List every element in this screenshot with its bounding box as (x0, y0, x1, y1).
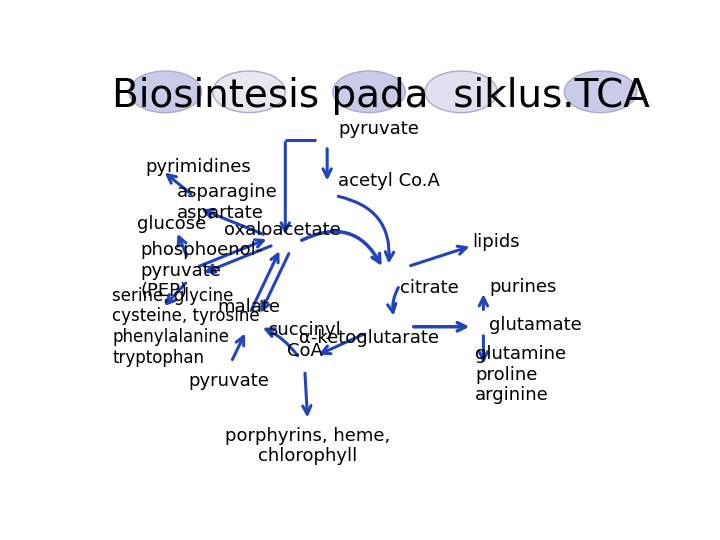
Text: glutamine
proline
arginine: glutamine proline arginine (475, 345, 566, 404)
Text: glucose: glucose (138, 214, 207, 233)
Ellipse shape (564, 71, 636, 113)
Text: pyrimidines: pyrimidines (145, 158, 251, 176)
Text: pyruvate: pyruvate (188, 373, 269, 390)
Text: porphyrins, heme,
chlorophyll: porphyrins, heme, chlorophyll (225, 427, 390, 465)
Text: purines: purines (489, 278, 557, 296)
Text: serine, glycine
cysteine, tyrosine
phenylalanine
tryptophan: serine, glycine cysteine, tyrosine pheny… (112, 287, 260, 367)
Ellipse shape (333, 71, 405, 113)
Text: oxaloacetate: oxaloacetate (224, 221, 341, 239)
Text: Biosintesis pada  siklus.TCA: Biosintesis pada siklus.TCA (112, 77, 650, 115)
Text: asparagine
aspartate: asparagine aspartate (176, 184, 277, 222)
Ellipse shape (129, 71, 202, 113)
Text: citrate: citrate (400, 279, 459, 297)
Text: pyruvate: pyruvate (338, 119, 419, 138)
Text: glutamate: glutamate (489, 316, 582, 334)
Ellipse shape (425, 71, 498, 113)
Text: acetyl Co.A: acetyl Co.A (338, 172, 440, 190)
Text: α-ketoglutarate: α-ketoglutarate (299, 329, 439, 347)
Text: phosphoenol-
pyruvate
(PEP): phosphoenol- pyruvate (PEP) (140, 241, 263, 300)
Text: malate: malate (217, 299, 281, 316)
Text: lipids: lipids (472, 233, 520, 251)
Text: succinyl
CoA: succinyl CoA (269, 321, 341, 360)
Ellipse shape (213, 71, 285, 113)
